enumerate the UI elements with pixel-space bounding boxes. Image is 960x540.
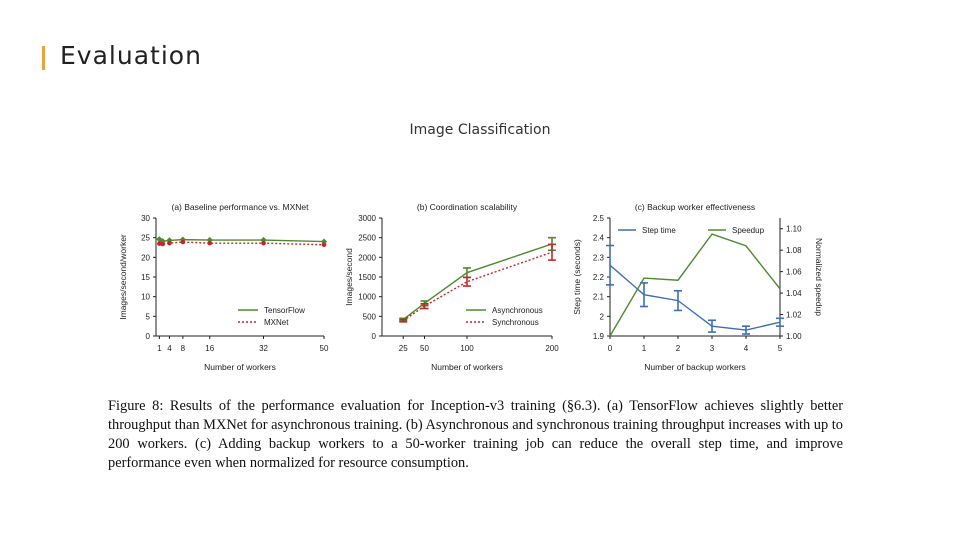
y-tick-label: 2.5 (593, 214, 605, 223)
data-point (157, 241, 162, 246)
title-accent-bar (42, 46, 45, 70)
x-tick-label: 50 (420, 344, 429, 353)
x-tick-label: 2 (676, 344, 681, 353)
x-tick-label: 100 (460, 344, 474, 353)
legend-label: Asynchronous (492, 306, 543, 315)
x-tick-label: 0 (608, 344, 613, 353)
x-tick-label: 50 (320, 344, 329, 353)
chart-title: (a) Baseline performance vs. MXNet (172, 202, 310, 212)
y-tick-label: 0 (146, 332, 151, 341)
y-right-tick-label: 1.10 (786, 225, 802, 234)
x-axis-label: Number of backup workers (644, 362, 746, 372)
y-right-tick-label: 1.08 (786, 246, 802, 255)
figure-caption: Figure 8: Results of the performance eva… (108, 398, 843, 471)
y-right-tick-label: 1.02 (786, 311, 802, 320)
y-tick-label: 2000 (358, 253, 376, 262)
y-tick-label: 500 (363, 312, 377, 321)
y-tick-label: 1000 (358, 293, 376, 302)
chart-backup-worker-effectiveness: (c) Backup worker effectiveness 1.9 2 2.1 2.… (572, 202, 824, 372)
y-tick-label: 5 (146, 312, 151, 321)
x-tick-label: 32 (259, 344, 268, 353)
data-point (160, 241, 166, 247)
x-axis-label: Number of workers (204, 362, 276, 372)
legend-label: TensorFlow (264, 306, 305, 315)
slide-title: Evaluation (60, 41, 202, 70)
y-axis-label: Step time (seconds) (572, 239, 582, 315)
legend-label: Speedup (732, 226, 765, 235)
x-axis-label: Number of workers (431, 362, 503, 372)
y-tick-label: 15 (141, 273, 150, 282)
x-tick-label: 4 (167, 344, 172, 353)
series-line (402, 243, 553, 321)
y-tick-label: 2.1 (593, 293, 605, 302)
x-tick-label: 25 (399, 344, 408, 353)
y-axis-label: Images/second/worker (118, 234, 128, 320)
chart-baseline-performance: (a) Baseline performance vs. MXNet051015… (118, 202, 329, 372)
slide-subtitle: Image Classification (409, 122, 551, 138)
y-tick-label: 2500 (358, 234, 376, 243)
data-point (207, 240, 213, 246)
data-point (321, 242, 327, 248)
series-line (609, 264, 781, 331)
data-point (167, 240, 172, 246)
y-axis-right-label: Normalized speedup (814, 238, 824, 316)
y-axis-label: Images/second (344, 248, 354, 306)
x-tick-label: 1 (157, 344, 162, 353)
chart-coordination-scalability: (b) Coordination scalability 0 500 1000 1500… (344, 202, 559, 372)
x-tick-label: 5 (778, 344, 783, 353)
y-right-tick-label: 1.06 (786, 268, 802, 277)
y-right-tick-label: 1.00 (786, 332, 802, 341)
data-point (261, 240, 266, 246)
y-tick-label: 20 (141, 253, 150, 262)
data-point (180, 239, 186, 245)
y-tick-label: 2.3 (593, 253, 605, 262)
y-tick-label: 1.9 (593, 332, 605, 341)
x-tick-label: 4 (744, 344, 749, 353)
y-tick-label: 3000 (358, 214, 376, 223)
chart-title: (c) Backup worker effectiveness (635, 202, 755, 212)
y-tick-label: 2.2 (593, 273, 605, 282)
y-tick-label: 2.4 (593, 234, 605, 243)
y-tick-label: 0 (372, 332, 377, 341)
chart-title: (b) Coordination scalability (417, 202, 518, 212)
y-tick-label: 2 (600, 312, 605, 321)
x-tick-label: 8 (181, 344, 186, 353)
x-tick-label: 1 (642, 344, 647, 353)
series-line (402, 251, 553, 322)
y-tick-label: 25 (141, 234, 150, 243)
y-tick-label: 30 (141, 214, 150, 223)
legend-label: Synchronous (492, 318, 539, 327)
y-right-tick-label: 1.04 (786, 289, 802, 298)
x-tick-label: 200 (545, 344, 559, 353)
x-tick-label: 16 (205, 344, 214, 353)
legend-label: MXNet (264, 318, 289, 327)
series-line (609, 233, 781, 337)
x-tick-label: 3 (710, 344, 715, 353)
y-tick-label: 1500 (358, 273, 376, 282)
y-tick-label: 10 (141, 293, 150, 302)
legend-label: Step time (642, 226, 676, 235)
